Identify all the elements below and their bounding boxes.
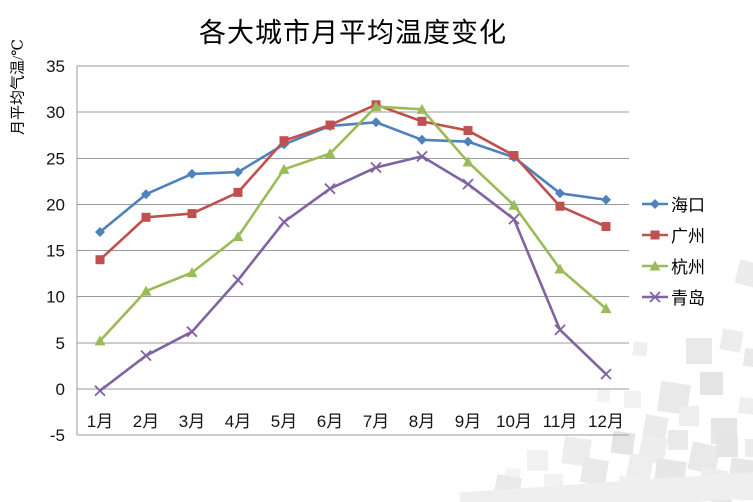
x-tick-label: 9月 bbox=[455, 412, 481, 431]
legend-label-qingdao: 青岛 bbox=[671, 289, 705, 308]
x-marker bbox=[324, 183, 336, 195]
mosaic-square bbox=[668, 430, 688, 450]
diamond-marker bbox=[187, 168, 197, 179]
x-marker bbox=[649, 290, 661, 303]
mosaic-square bbox=[679, 406, 699, 426]
x-tick-label: 8月 bbox=[409, 412, 435, 431]
diamond-marker bbox=[95, 227, 105, 238]
square-marker bbox=[95, 255, 105, 265]
diamond-marker bbox=[650, 198, 660, 209]
y-tick-label: 0 bbox=[56, 380, 65, 399]
legend-marker-hangzhou bbox=[642, 260, 668, 270]
triangle-marker bbox=[278, 163, 290, 174]
mosaic-square bbox=[700, 372, 723, 395]
triangle-marker bbox=[232, 231, 244, 242]
triangle-marker bbox=[600, 303, 612, 314]
series-line-qingdao bbox=[98, 155, 608, 393]
series-line-hangzhou bbox=[98, 105, 608, 343]
diamond-marker bbox=[141, 189, 151, 200]
triangle-marker bbox=[554, 263, 566, 274]
triangle-marker bbox=[416, 103, 428, 114]
triangle-marker bbox=[462, 156, 474, 167]
y-tick-label: 10 bbox=[46, 288, 65, 307]
mosaic-square bbox=[716, 435, 738, 457]
x-marker bbox=[370, 161, 382, 174]
legend-item-hangzhou: 杭州 bbox=[641, 250, 705, 281]
legend-marker-guangzhou bbox=[642, 230, 668, 239]
diamond-marker bbox=[371, 117, 381, 128]
triangle-marker bbox=[508, 199, 520, 210]
x-tick-label: 10月 bbox=[496, 412, 532, 431]
square-marker bbox=[463, 126, 473, 136]
x-marker bbox=[554, 324, 566, 336]
square-marker bbox=[417, 116, 427, 126]
legend-marker-qingdao bbox=[642, 290, 668, 303]
y-tick-label: 5 bbox=[56, 334, 65, 353]
chart-title: 各大城市月平均温度变化 bbox=[199, 18, 507, 48]
square-marker bbox=[141, 212, 151, 222]
square-marker bbox=[233, 187, 243, 197]
triangle-marker bbox=[186, 267, 198, 278]
x-tick-label: 12月 bbox=[588, 412, 624, 431]
legend: 海口 广州 杭州 青岛 bbox=[641, 188, 705, 312]
legend-item-qingdao: 青岛 bbox=[641, 281, 705, 312]
x-marker bbox=[600, 368, 612, 380]
y-tick-label: -5 bbox=[50, 426, 65, 445]
diamond-marker bbox=[601, 194, 611, 205]
triangle-marker bbox=[324, 148, 336, 159]
x-tick-label: 4月 bbox=[225, 412, 251, 431]
mosaic-square bbox=[527, 450, 548, 471]
x-tick-label: 1月 bbox=[87, 412, 113, 431]
x-tick-label: 2月 bbox=[133, 412, 159, 431]
square-marker bbox=[601, 222, 611, 232]
legend-marker-haikou bbox=[642, 198, 668, 209]
y-tick-label: 15 bbox=[46, 242, 65, 261]
x-marker bbox=[94, 385, 106, 397]
legend-item-guangzhou: 广州 bbox=[641, 219, 705, 250]
legend-label-guangzhou: 广州 bbox=[671, 227, 705, 246]
diamond-marker bbox=[555, 188, 565, 199]
diamond-marker bbox=[463, 136, 473, 147]
legend-item-haikou: 海口 bbox=[641, 188, 705, 219]
x-marker bbox=[508, 213, 520, 225]
mosaic-square bbox=[686, 338, 712, 364]
x-tick-label: 7月 bbox=[363, 412, 389, 431]
mosaic-square bbox=[745, 439, 753, 457]
y-tick-label: 20 bbox=[46, 195, 65, 214]
x-tick-label: 5月 bbox=[271, 412, 297, 431]
triangle-marker bbox=[370, 101, 382, 112]
x-tick-label: 6月 bbox=[317, 412, 343, 431]
x-marker bbox=[186, 326, 198, 338]
y-tick-label: 30 bbox=[46, 103, 65, 122]
y-tick-label: 35 bbox=[46, 57, 65, 76]
square-marker bbox=[325, 120, 335, 130]
x-marker bbox=[462, 178, 474, 190]
x-marker bbox=[140, 350, 152, 362]
triangle-marker bbox=[649, 260, 661, 270]
square-marker bbox=[555, 201, 565, 211]
square-marker bbox=[279, 136, 289, 146]
x-marker bbox=[416, 150, 428, 163]
x-tick-label: 3月 bbox=[179, 412, 205, 431]
square-marker bbox=[509, 150, 519, 160]
x-marker bbox=[232, 274, 244, 286]
mosaic-square bbox=[624, 391, 641, 408]
x-tick-label: 11月 bbox=[543, 412, 578, 431]
diamond-marker bbox=[417, 134, 427, 145]
legend-label-hangzhou: 杭州 bbox=[671, 258, 705, 277]
square-marker bbox=[650, 230, 660, 239]
legend-label-haikou: 海口 bbox=[671, 196, 705, 215]
diamond-marker bbox=[233, 167, 243, 178]
series-line-guangzhou bbox=[98, 103, 608, 262]
triangle-marker bbox=[94, 335, 106, 346]
y-tick-label: 25 bbox=[46, 149, 65, 168]
x-marker bbox=[278, 216, 290, 228]
triangle-marker bbox=[140, 285, 152, 296]
square-marker bbox=[187, 209, 197, 219]
